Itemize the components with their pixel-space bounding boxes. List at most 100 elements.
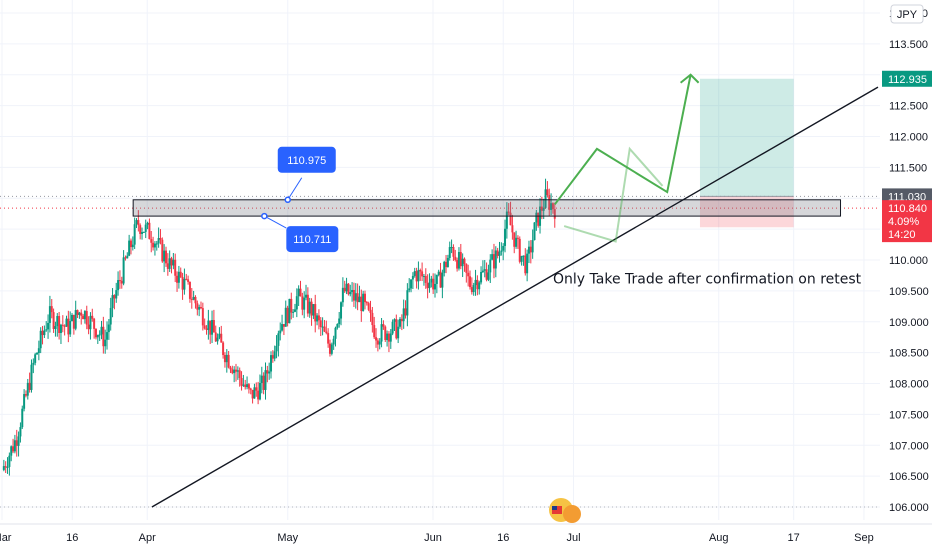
candle-body [417,270,420,282]
time-axis[interactable]: Mar 16 Apr May Jun 16 Jul Aug 17 Sep [0,523,932,550]
candle-body [432,278,435,290]
candle-body [371,312,374,326]
candle-body [218,333,221,338]
candle-body [214,332,217,342]
candle-body [492,254,495,269]
candle-body [540,206,543,211]
candle-body [537,212,540,226]
candle-body [279,330,282,334]
candle-body [472,285,475,293]
candle-body [174,259,177,276]
candle-body [487,272,490,280]
price-tag[interactable]: 112.935 [882,70,932,87]
candle-body [330,344,333,354]
callout-box[interactable] [277,146,336,173]
price-tick-label: 106.000 [889,502,929,514]
candle-body [137,220,140,226]
candle-body [474,279,477,286]
candle-body [133,224,136,245]
event-emoji-icon[interactable] [549,498,581,523]
candle-body [115,290,118,299]
candle-body [351,289,354,293]
projection-paths[interactable] [553,73,700,243]
candle-body [192,296,195,300]
candle-body [515,237,518,247]
candle-body [203,325,206,329]
callout-anchor[interactable] [261,212,268,220]
candle-body [502,245,505,251]
candle-body [461,258,464,267]
candle-body [341,287,344,303]
price-callouts[interactable]: 110.975 110.711 [261,146,339,253]
resistance-zone-rectangle[interactable] [132,199,842,217]
price-axis-bg [882,0,932,550]
candle-body [220,333,223,343]
candle-body [303,297,306,310]
candle-body [476,279,479,290]
callout-anchor[interactable] [284,196,292,204]
candle-body [89,315,92,330]
candle-body [356,293,359,303]
candle-body [305,294,308,298]
candle-body [400,318,403,322]
price-tick-label: 107.500 [889,409,929,421]
candle-body [365,302,368,304]
candle-body [393,319,396,322]
candle-body [387,333,390,342]
candle-body [258,383,261,400]
candle-body [118,280,121,282]
price-tag-bg [882,70,932,87]
candle-body [376,340,379,345]
annotation-text[interactable]: Only Take Trade after confirmation on re… [553,272,862,288]
candle-body [395,319,398,339]
price-tick-label: 108.000 [889,379,929,391]
candle-body [465,263,468,273]
candle-body [187,279,190,282]
candle-body [227,354,230,368]
candle-body [470,287,473,293]
long-position-tool[interactable] [699,78,794,228]
candle-body [179,271,182,278]
candle-body [238,370,241,379]
candle-body [32,362,35,365]
zone-rectangle[interactable] [132,199,842,217]
candle-body [360,296,363,312]
candle-body [104,339,107,347]
price-tick-label: 113.500 [889,39,928,51]
candle-body [434,283,437,290]
candle-body [550,203,553,210]
candle-body [176,275,179,283]
projection-alt-path[interactable] [563,146,664,243]
candle-body [529,246,532,253]
candle-body [340,302,343,319]
candle-body [170,258,173,266]
candle-body [19,427,22,437]
position-stop-area [699,196,794,228]
trendline[interactable] [151,86,879,508]
candle-body [384,326,387,340]
candle-body [406,290,409,316]
price-tick-label: 111.500 [889,162,927,174]
price-axis[interactable]: 114.000113.500113.000112.500112.000111.5… [882,0,932,550]
candle-body [135,220,138,225]
trendline-line[interactable] [151,86,879,508]
flag-canton [552,506,557,510]
candle-body [367,303,370,310]
callout-box[interactable] [286,226,339,253]
projection-main-path[interactable] [553,74,692,206]
candle-body [45,329,48,331]
candle-body [222,342,225,356]
candle-body [498,251,501,256]
candle-body [246,384,249,388]
candle-body [205,328,208,330]
price-tick-label: 108.500 [889,348,929,360]
currency-badge[interactable]: JPY [890,4,924,24]
callout-leader [264,215,287,229]
chart-grid [0,0,880,520]
candle-body [61,324,64,326]
projection-arrow-head[interactable] [679,73,700,84]
candle-body [349,292,352,295]
candle-body [306,294,309,314]
